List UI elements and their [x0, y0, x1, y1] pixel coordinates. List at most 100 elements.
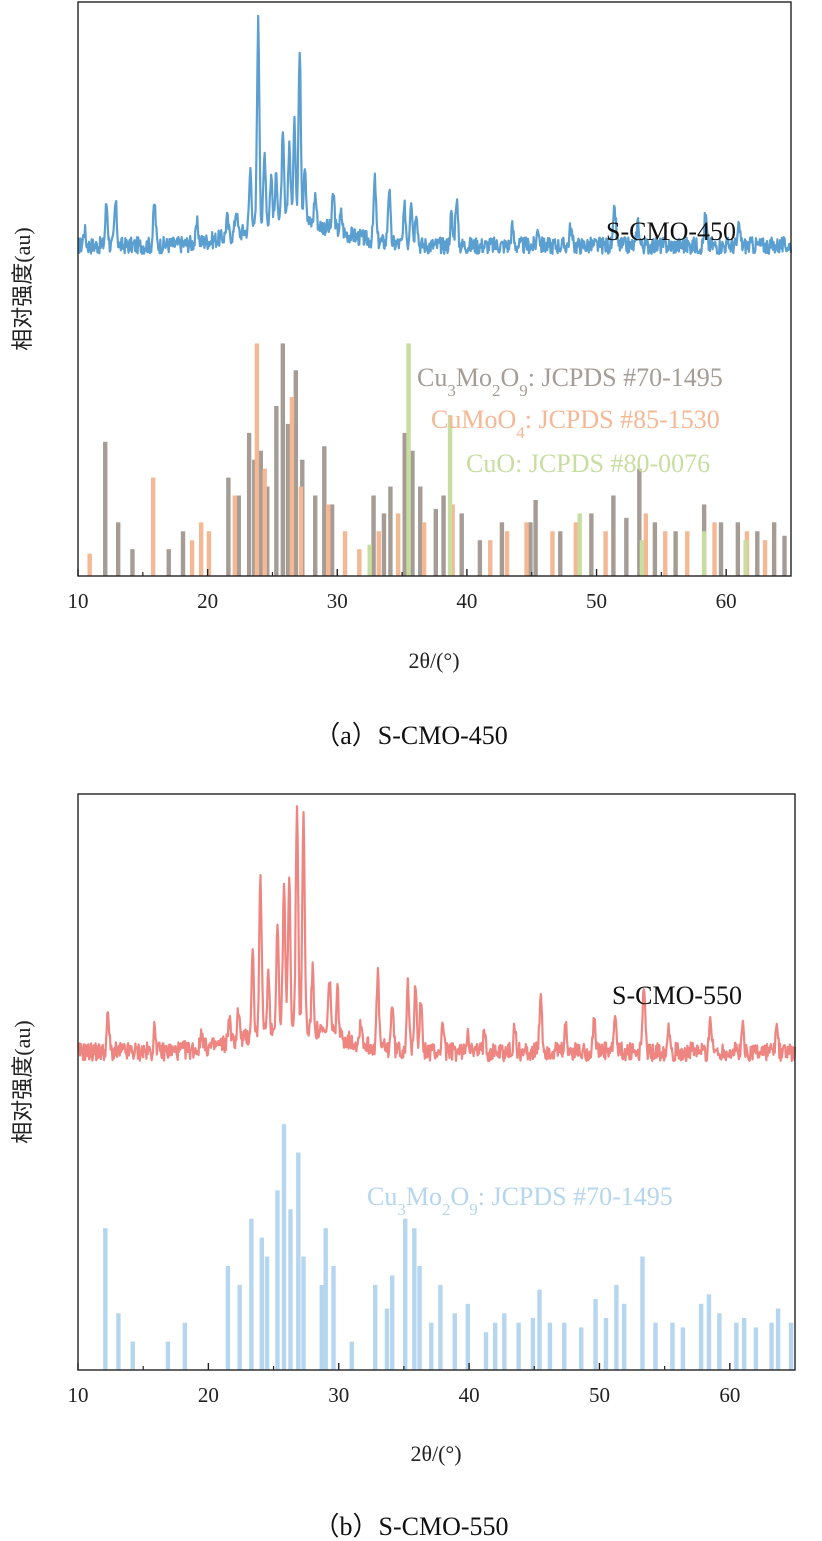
reference-bar-cumoo4-20 — [550, 531, 555, 576]
reference-bar-cu3mo2o9-36 — [562, 1322, 567, 1370]
panel-a-series-label: S-CMO-450 — [606, 217, 736, 246]
reference-bar-cu3mo2o9-26 — [438, 1284, 443, 1370]
reference-bar-cu3mo2o9-20 — [384, 1308, 390, 1370]
reference-bar-cu3mo2o9-30 — [528, 522, 533, 576]
reference-bar-cu3mo2o9-17 — [331, 1266, 336, 1370]
panel-b-xrd-curve — [77, 805, 797, 1063]
panel-a-ref-label-cumoo4: CuMoO4: JCPDS #85-1530 — [431, 405, 720, 442]
panel-a-x-axis-label: 2θ/(°) — [408, 648, 459, 673]
reference-bar-cumoo4-16 — [450, 504, 455, 576]
reference-bar-cu3mo2o9-51 — [753, 1327, 759, 1370]
reference-bar-cu3mo2o9-27 — [452, 1313, 457, 1370]
reference-bar-cu3mo2o9-29 — [483, 1332, 489, 1370]
x-tick-label-60: 60 — [719, 1383, 740, 1407]
reference-bar-cu3mo2o9-10 — [265, 486, 270, 576]
reference-bar-cu3mo2o9-47 — [706, 1294, 712, 1370]
reference-bar-cumoo4-24 — [663, 531, 668, 576]
x-tick-label-20: 20 — [198, 1383, 219, 1407]
reference-bar-cumoo4-4 — [206, 531, 212, 576]
reference-bar-cu3mo2o9-39 — [603, 1318, 609, 1370]
reference-bar-cumoo4-28 — [762, 540, 768, 576]
reference-bar-cu3mo2o9-6 — [237, 1284, 242, 1370]
reference-bar-cuo-1 — [406, 343, 411, 576]
reference-bar-cu3mo2o9-2 — [130, 1341, 135, 1370]
reference-bar-cu3mo2o9-19 — [371, 495, 376, 576]
reference-bar-cuo-4 — [639, 540, 645, 576]
x-tick-label-60: 60 — [716, 589, 737, 613]
reference-bar-cu3mo2o9-25 — [429, 1322, 434, 1370]
reference-bar-cumoo4-17 — [488, 540, 493, 576]
panel-b-y-axis-label: 相对强度(au) — [10, 1020, 35, 1143]
reference-bar-cu3mo2o9-13 — [296, 1152, 301, 1370]
reference-bar-cu3mo2o9-25 — [433, 508, 438, 576]
panel-a-x-axis: 10 20 30 40 50 60 — [68, 569, 737, 613]
reference-bar-cumoo4-25 — [685, 531, 690, 576]
x-tick-label-10: 10 — [68, 589, 89, 613]
reference-bar-cu3mo2o9-52 — [769, 1322, 774, 1370]
reference-bar-cumoo4-6 — [254, 343, 260, 576]
reference-bar-cumoo4-15 — [421, 522, 427, 576]
reference-bar-cu3mo2o9-10 — [275, 1190, 280, 1370]
reference-bar-cu3mo2o9-33 — [530, 1318, 536, 1370]
reference-bar-cu3mo2o9-29 — [499, 522, 505, 576]
reference-bar-cu3mo2o9-23 — [412, 1228, 417, 1370]
x-tick-label-30: 30 — [327, 589, 348, 613]
panel-a-ref-label-cuo: CuO: JCPDS #80-0076 — [466, 449, 710, 478]
reference-bar-cu3mo2o9-44 — [670, 1322, 675, 1370]
reference-bar-cu3mo2o9-54 — [788, 1322, 794, 1370]
reference-bar-cu3mo2o9-48 — [717, 1313, 722, 1370]
panel-a-reference-bars — [87, 343, 787, 576]
reference-bar-cuo-2 — [447, 414, 453, 576]
panel-a-ref-label-cu3mo2o9: Cu3Mo2O9: JCPDS #70-1495 — [417, 363, 723, 400]
reference-bar-cu3mo2o9-41 — [735, 522, 741, 576]
reference-bar-cu3mo2o9-40 — [718, 522, 724, 576]
reference-bar-cumoo4-21 — [573, 522, 578, 576]
reference-bar-cu3mo2o9-15 — [319, 1284, 324, 1370]
panel-a-chart: 10 20 30 40 50 60 S-CMO-450 Cu3Mo2O9: JCPDS #… — [10, 1, 793, 750]
reference-bar-cumoo4-3 — [198, 522, 204, 576]
reference-bar-cu3mo2o9-24 — [418, 486, 423, 576]
x-tick-label-50: 50 — [586, 589, 607, 613]
reference-bar-cumoo4-23 — [643, 513, 649, 576]
x-tick-label-50: 50 — [589, 1383, 610, 1407]
reference-bar-cu3mo2o9-37 — [579, 1327, 584, 1370]
reference-bar-cu3mo2o9-33 — [589, 513, 594, 576]
reference-bar-cumoo4-9 — [298, 486, 304, 576]
panel-b-ref-label-cu3mo2o9: Cu3Mo2O9: JCPDS #70-1495 — [367, 1182, 673, 1219]
reference-bar-cu3mo2o9-3 — [166, 549, 171, 576]
x-tick-label-20: 20 — [197, 589, 218, 613]
panel-b-chart: 10 20 30 40 50 60 S-CMO-550 Cu3Mo2O9: JCPDS #… — [10, 793, 797, 1541]
reference-bar-cu3mo2o9-44 — [782, 535, 787, 576]
reference-bar-cumoo4-10 — [326, 504, 331, 576]
panel-b-plot-frame — [77, 793, 796, 1371]
reference-bar-cu3mo2o9-53 — [775, 1308, 781, 1370]
reference-bar-cu3mo2o9-31 — [502, 1313, 507, 1370]
reference-bar-cu3mo2o9-22 — [402, 432, 407, 576]
reference-bar-cu3mo2o9-19 — [373, 1284, 378, 1370]
reference-bar-cumoo4-12 — [357, 549, 362, 576]
reference-bar-cu3mo2o9-4 — [182, 1322, 188, 1370]
reference-bar-cu3mo2o9-40 — [614, 1284, 619, 1370]
reference-bar-cu3mo2o9-14 — [301, 1256, 306, 1370]
reference-bar-cu3mo2o9-32 — [558, 531, 563, 576]
reference-bar-cu3mo2o9-20 — [381, 513, 387, 576]
panel-b-caption: （b）S-CMO-550 — [313, 1512, 508, 1541]
panel-a-xrd-curve — [77, 14, 793, 256]
reference-bar-cu3mo2o9-4 — [180, 531, 186, 576]
reference-bar-cuo-0 — [367, 544, 372, 576]
reference-bar-cu3mo2o9-36 — [637, 468, 642, 576]
reference-bar-cumoo4-13 — [376, 531, 381, 576]
reference-bar-cu3mo2o9-1 — [115, 522, 121, 576]
reference-bar-cu3mo2o9-32 — [516, 1322, 521, 1370]
reference-bar-cu3mo2o9-34 — [611, 495, 616, 576]
reference-bar-cu3mo2o9-2 — [130, 549, 135, 576]
reference-bar-cu3mo2o9-31 — [533, 499, 538, 576]
reference-bar-cu3mo2o9-30 — [492, 1322, 498, 1370]
reference-bar-cumoo4-7 — [262, 468, 267, 576]
reference-bar-cu3mo2o9-27 — [459, 513, 464, 576]
reference-bar-cuo-6 — [743, 540, 748, 576]
x-tick-label-40: 40 — [459, 1383, 480, 1407]
reference-bar-cu3mo2o9-46 — [698, 1303, 704, 1370]
reference-bar-cu3mo2o9-7 — [249, 1218, 254, 1370]
